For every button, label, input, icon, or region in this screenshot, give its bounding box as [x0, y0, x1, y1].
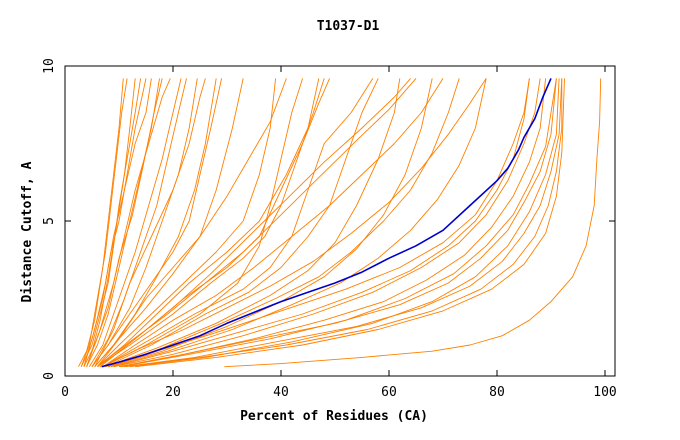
model-curve-7: [86, 78, 171, 367]
model-curve-23: [102, 78, 304, 368]
model-curve-16: [78, 78, 124, 367]
x-tick-label-80: 80: [489, 385, 505, 400]
model-curve-13: [97, 78, 244, 367]
model-curve-36: [124, 78, 563, 368]
axis-ticks: 0 20 40 60 80 100 0 5 10: [42, 58, 617, 400]
model-curve-22: [102, 78, 374, 368]
x-tick-label-100: 100: [593, 385, 616, 400]
model-curve-32: [118, 78, 547, 368]
model-curve-18: [91, 78, 223, 367]
x-tick-label-60: 60: [381, 385, 397, 400]
y-tick-label-5: 5: [42, 217, 57, 225]
y-tick-label-10: 10: [42, 58, 57, 74]
model-curve-29: [108, 78, 530, 368]
model-curve-19: [97, 78, 320, 368]
chart-title: T1037-D1: [317, 19, 380, 34]
model-curve-1: [224, 78, 602, 368]
y-tick-label-0: 0: [42, 372, 57, 380]
model-curve-39: [102, 78, 444, 368]
model-curve-27: [108, 78, 460, 368]
model-curve-37: [129, 78, 560, 368]
model-curve-14: [97, 78, 277, 368]
model-curve-25: [105, 78, 401, 368]
model-curve-28: [110, 78, 487, 368]
model-curve-10: [91, 78, 198, 367]
x-tick-label-20: 20: [165, 385, 181, 400]
x-tick-label-0: 0: [61, 385, 69, 400]
model-curve-35: [124, 78, 563, 368]
model-curve-31: [113, 78, 530, 368]
model-curve-34: [121, 78, 557, 368]
highlighted-curve: [101, 78, 552, 368]
model-curve-8: [88, 78, 182, 367]
model-curve-20: [97, 78, 325, 368]
model-curve-9: [91, 78, 187, 367]
model-curve-41: [99, 78, 411, 368]
model-curve-42: [94, 78, 287, 367]
model-curve-38: [102, 78, 487, 368]
model-curve-30: [113, 78, 541, 368]
model-curve-15: [86, 78, 136, 367]
model-curve-3: [80, 78, 142, 367]
model-curve-12: [94, 78, 206, 367]
model-curve-43: [135, 78, 565, 368]
x-tick-label-40: 40: [273, 385, 289, 400]
model-curve-11: [94, 78, 217, 367]
y-axis-label: Distance Cutoff, A: [20, 161, 35, 302]
model-curve-26: [108, 78, 433, 368]
x-axis-label: Percent of Residues (CA): [240, 409, 428, 424]
plot-area: [78, 78, 602, 368]
model-curve-6: [83, 78, 152, 367]
model-curve-17: [83, 78, 163, 367]
model-curve-33: [118, 78, 557, 368]
